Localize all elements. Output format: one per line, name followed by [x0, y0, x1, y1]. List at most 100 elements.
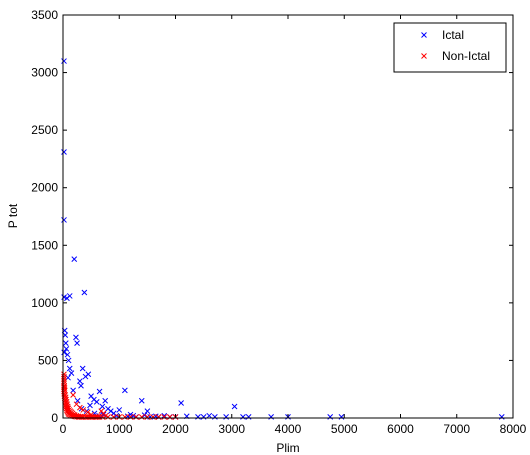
data-point: [95, 414, 101, 420]
data-point: [62, 340, 69, 347]
data-point: [99, 403, 106, 410]
data-point: [116, 407, 123, 413]
x-tick-label: 3000: [218, 422, 245, 436]
data-point: [73, 334, 79, 341]
data-point: [65, 405, 72, 412]
data-point: [200, 413, 207, 420]
y-axis-label: P tot: [6, 203, 20, 228]
data-point: [130, 412, 137, 419]
data-point: [150, 414, 156, 420]
data-point: [102, 412, 109, 419]
data-point: [78, 382, 84, 389]
data-point: [84, 409, 91, 416]
data-point: [80, 407, 87, 413]
data-point: [62, 332, 69, 338]
x-axis: 0 1000 2000 3000 4000 5000 6000 7000 8000: [60, 15, 527, 436]
data-point: [81, 289, 88, 296]
data-point: [141, 412, 148, 418]
data-point: [61, 378, 67, 385]
x-tick-label: 5000: [331, 422, 358, 436]
data-point: [113, 412, 120, 419]
x-tick-label: 2000: [162, 422, 189, 436]
y-tick-label: 2000: [31, 181, 58, 195]
data-point: [61, 375, 67, 382]
plot-area: [63, 15, 513, 418]
data-point: [327, 413, 334, 420]
data-point: [178, 400, 184, 406]
data-point: [195, 413, 201, 420]
x-tick-label: 4000: [275, 422, 302, 436]
data-point: [61, 149, 67, 155]
legend-label: Ictal: [442, 28, 464, 42]
data-point: [64, 403, 71, 410]
data-point: [144, 408, 151, 414]
x-tick-label: 0: [60, 422, 67, 436]
data-point: [102, 397, 109, 404]
data-point: [70, 387, 76, 394]
data-point: [223, 413, 229, 420]
legend-marker: [421, 53, 427, 59]
y-tick-label: 500: [38, 353, 58, 367]
data-point: [68, 370, 75, 376]
data-point: [79, 365, 86, 372]
data-point: [77, 378, 83, 385]
data-point: [245, 413, 252, 420]
y-axis: 0 500 1000 1500 2000 2500 3000 3500: [31, 8, 513, 425]
x-tick-label: 8000: [500, 422, 527, 436]
data-point: [240, 413, 246, 420]
x-tick-label: 1000: [106, 422, 133, 436]
data-point: [122, 387, 128, 394]
y-tick-label: 3500: [31, 8, 58, 22]
data-point: [61, 373, 67, 380]
data-point: [74, 340, 80, 347]
data-point: [77, 404, 83, 411]
data-point: [87, 402, 93, 409]
data-point: [93, 399, 100, 405]
data-point: [138, 414, 145, 420]
data-point: [85, 371, 92, 378]
legend-marker: [421, 32, 427, 38]
data-point: [70, 392, 76, 398]
data-point: [268, 413, 274, 420]
y-tick-label: 1500: [31, 238, 58, 252]
x-axis-label: Plim: [276, 441, 299, 455]
data-point: [92, 414, 99, 420]
data-point: [144, 414, 151, 420]
data-point: [212, 413, 218, 420]
data-point: [64, 351, 71, 358]
x-tick-label: 6000: [387, 422, 414, 436]
data-point: [61, 371, 67, 378]
data-point: [65, 357, 72, 364]
data-point: [63, 346, 70, 352]
data-point: [66, 365, 73, 372]
data-point: [110, 414, 117, 420]
data-point: [127, 414, 134, 420]
data-point: [88, 411, 94, 418]
data-point: [66, 293, 73, 299]
y-tick-label: 0: [51, 411, 58, 425]
data-point: [338, 413, 345, 420]
data-point: [231, 403, 238, 410]
data-point: [138, 397, 145, 404]
data-point: [74, 397, 81, 404]
y-tick-label: 2500: [31, 123, 58, 137]
data-point: [61, 217, 67, 223]
data-point: [161, 414, 168, 420]
data-point: [122, 414, 128, 420]
data-point: [61, 58, 67, 64]
data-point: [167, 414, 173, 420]
data-point: [155, 414, 162, 420]
legend: Ictal Non-Ictal: [393, 22, 507, 73]
y-tick-label: 1000: [31, 296, 58, 310]
legend-label: Non-Ictal: [442, 49, 490, 63]
data-point: [206, 412, 213, 419]
data-point: [498, 413, 505, 420]
y-tick-label: 3000: [31, 66, 58, 80]
data-point: [99, 414, 106, 420]
data-point: [61, 349, 67, 356]
legend-box: [393, 22, 507, 73]
data-point: [71, 256, 78, 262]
data-point: [133, 414, 139, 420]
data-point: [96, 388, 103, 395]
